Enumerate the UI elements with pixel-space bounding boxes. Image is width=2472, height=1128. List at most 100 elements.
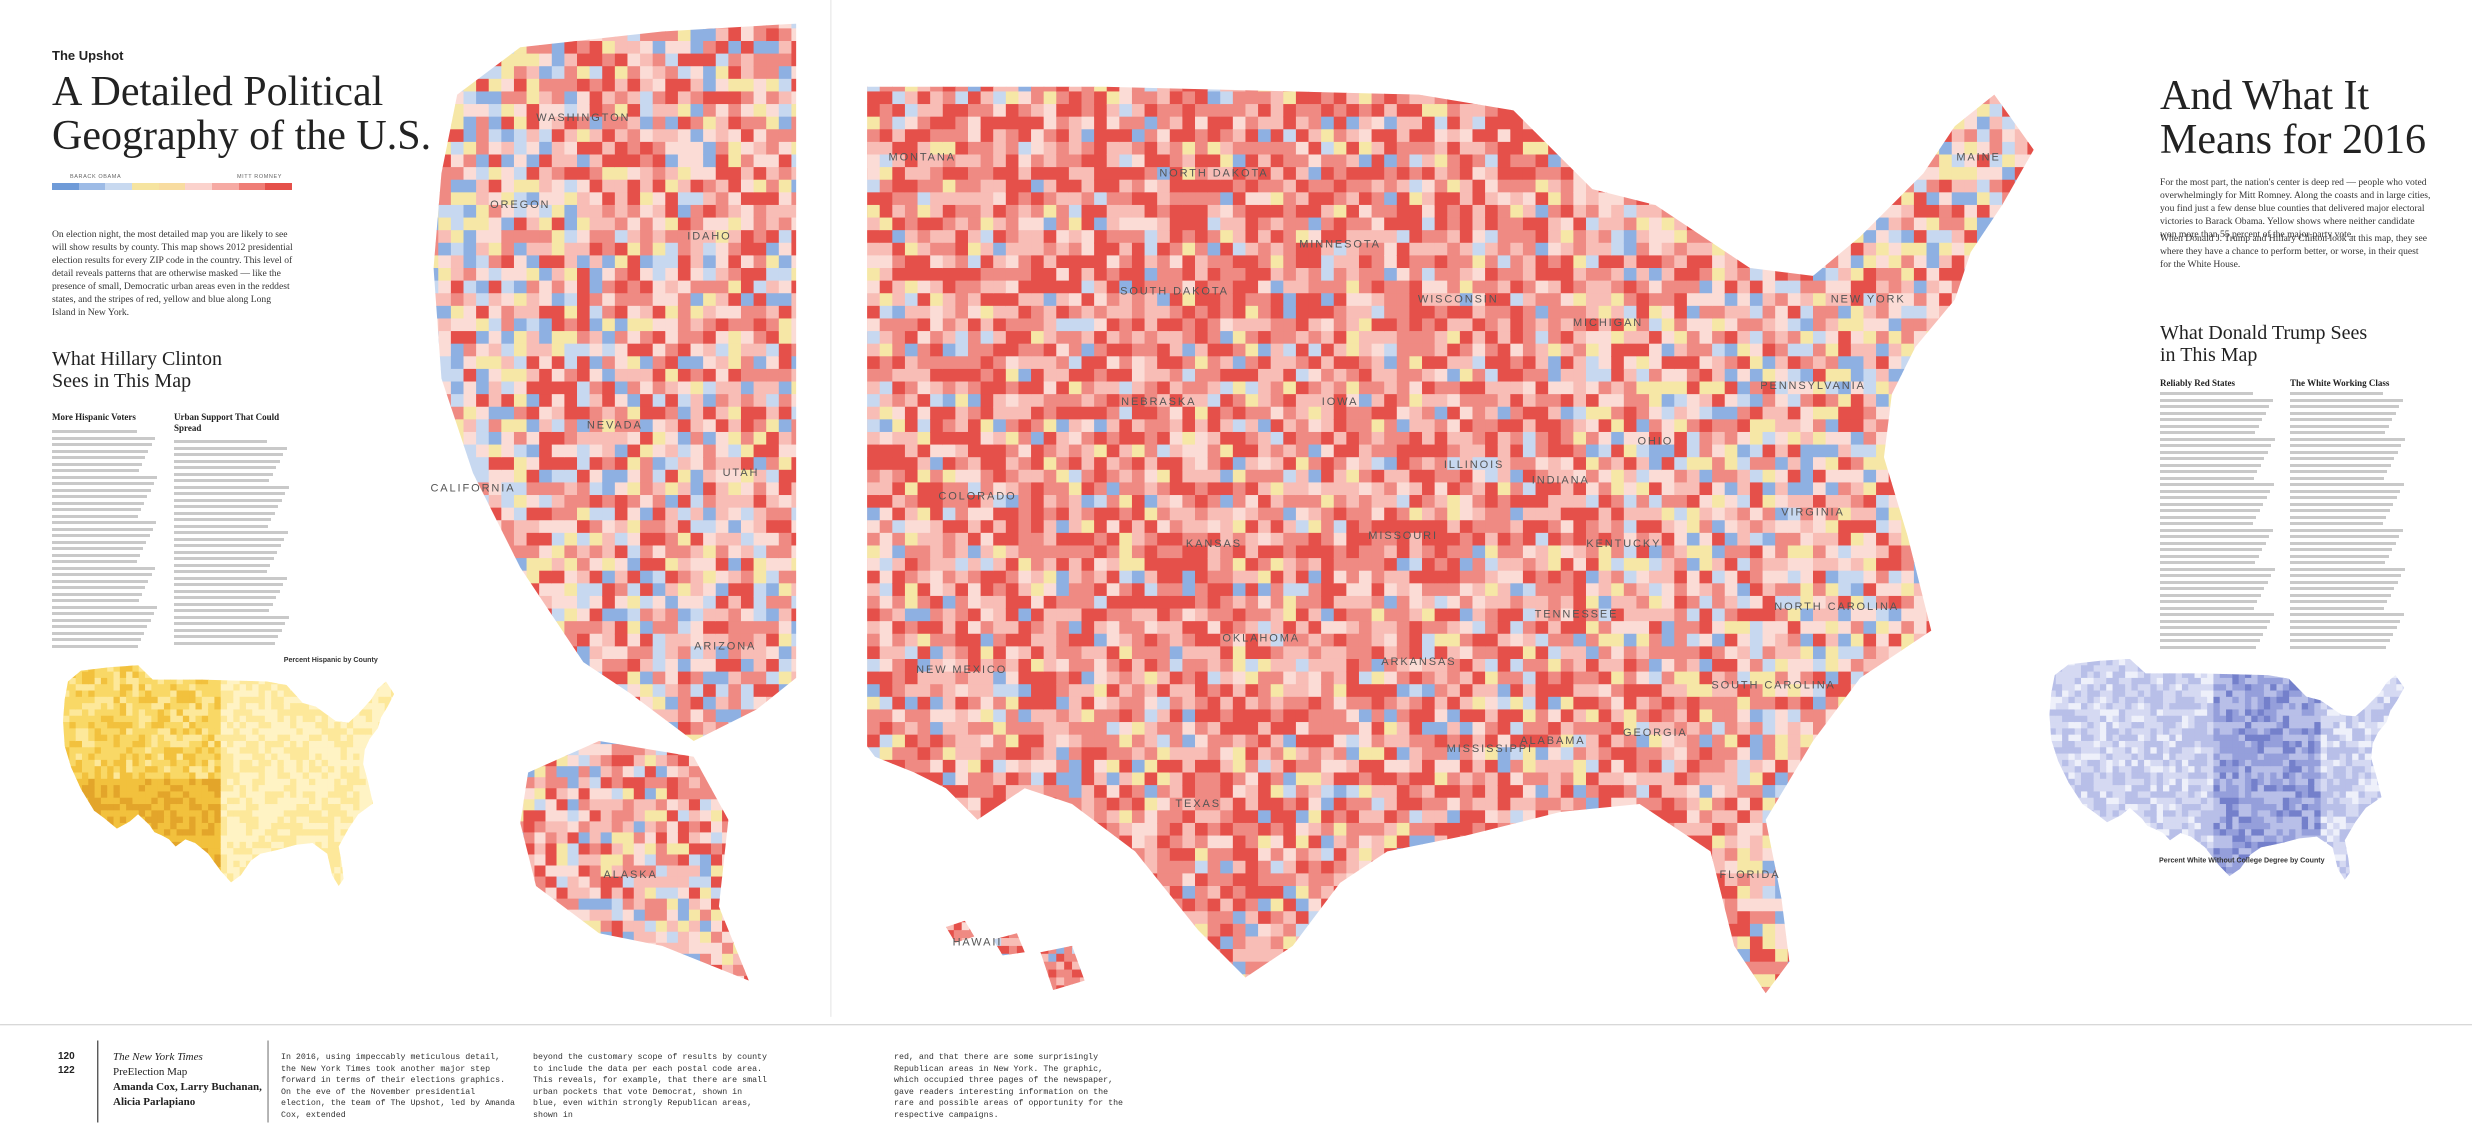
map-cell: [993, 696, 1007, 711]
map-cell: [753, 583, 767, 597]
map-cell: [778, 419, 793, 433]
map-cell: [627, 305, 641, 320]
map-cell: [526, 116, 540, 130]
map-cell: [652, 293, 666, 307]
map-cell: [904, 696, 919, 711]
map-cell: [766, 242, 780, 257]
map-cell: [892, 558, 906, 572]
map-cell: [917, 179, 931, 193]
map-cell: [614, 532, 629, 547]
map-cell: [551, 331, 566, 345]
map-cell: [1207, 722, 1221, 736]
map-cell: [1056, 394, 1070, 408]
map-cell: [1157, 583, 1171, 597]
map-cell: [539, 217, 553, 231]
map-cell: [967, 595, 982, 610]
map-cell: [1043, 469, 1057, 484]
map-cell: [1119, 532, 1133, 547]
map-cell: [917, 696, 931, 711]
map-cell: [766, 343, 780, 357]
map-cell: [753, 268, 767, 282]
map-cell: [703, 66, 717, 80]
map-cell: [917, 204, 931, 219]
map-cell: [1131, 495, 1146, 509]
map-cell: [740, 129, 755, 143]
map-cell: [1195, 242, 1209, 257]
map-cell: [1031, 507, 1045, 521]
map-cell: [476, 381, 490, 395]
map-cell: [740, 671, 755, 685]
map-cell: [967, 457, 982, 471]
map-cell: [564, 545, 578, 559]
map-cell: [450, 381, 465, 395]
map-cell: [589, 255, 603, 269]
map-cell: [513, 394, 528, 408]
map-cell: [930, 633, 944, 648]
map-cell: [955, 570, 969, 584]
map-cell: [980, 217, 994, 231]
map-cell: [665, 431, 679, 446]
map-cell: [930, 558, 944, 572]
map-cell: [1043, 646, 1057, 660]
map-cell: [753, 78, 767, 93]
map-cell: [690, 709, 704, 723]
map-cell: [690, 545, 704, 559]
map-cell: [551, 431, 566, 446]
map-cell: [1169, 495, 1184, 509]
map-cell: [740, 394, 755, 408]
map-cell: [501, 368, 515, 383]
map-cell: [703, 583, 717, 597]
map-cell: [867, 431, 881, 446]
map-cell: [867, 331, 881, 345]
map-cell: [551, 495, 566, 509]
map-cell: [1094, 255, 1108, 269]
map-cell: [1157, 457, 1171, 471]
map-cell: [1005, 431, 1020, 446]
map-cell: [1131, 368, 1146, 383]
map-cell: [993, 646, 1007, 660]
map-cell: [488, 280, 502, 294]
map-cell: [778, 381, 793, 395]
map-cell: [1005, 141, 1020, 156]
map-cell: [955, 318, 969, 332]
map-cell: [955, 709, 969, 723]
map-cell: [1043, 595, 1057, 610]
map-cell: [942, 457, 957, 471]
map-cell: [703, 343, 717, 357]
map-cell: [1157, 104, 1171, 118]
map-cell: [1018, 495, 1032, 509]
map-cell: [892, 331, 906, 345]
map-cell: [1169, 621, 1184, 635]
map-cell: [753, 255, 767, 269]
map-cell: [1031, 154, 1045, 168]
map-cell: [1081, 633, 1095, 648]
map-cell: [1131, 154, 1146, 168]
map-cell: [627, 431, 641, 446]
map-cell: [539, 318, 553, 332]
map-cell: [867, 91, 881, 105]
map-cell: [476, 268, 490, 282]
map-cell: [488, 204, 502, 219]
map-cell: [677, 305, 692, 320]
map-cell: [715, 406, 729, 420]
map-cell: [1094, 734, 1108, 748]
map-cell: [1119, 785, 1133, 799]
map-cell: [627, 53, 641, 67]
map-cell: [589, 381, 603, 395]
map-cell: [715, 368, 729, 383]
map-cell: [778, 78, 793, 93]
map-cell: [1094, 558, 1108, 572]
map-cell: [1031, 646, 1045, 660]
map-cell: [640, 91, 654, 105]
map-cell: [778, 268, 793, 282]
map-cell: [539, 532, 553, 547]
map-cell: [1056, 495, 1070, 509]
map-cell: [1207, 104, 1221, 118]
map-cell: [1005, 722, 1020, 736]
map-cell: [614, 179, 629, 193]
map-cell: [904, 444, 919, 458]
map-cell: [892, 734, 906, 748]
map-cell: [955, 633, 969, 648]
map-cell: [501, 217, 515, 231]
map-cell: [640, 658, 654, 673]
